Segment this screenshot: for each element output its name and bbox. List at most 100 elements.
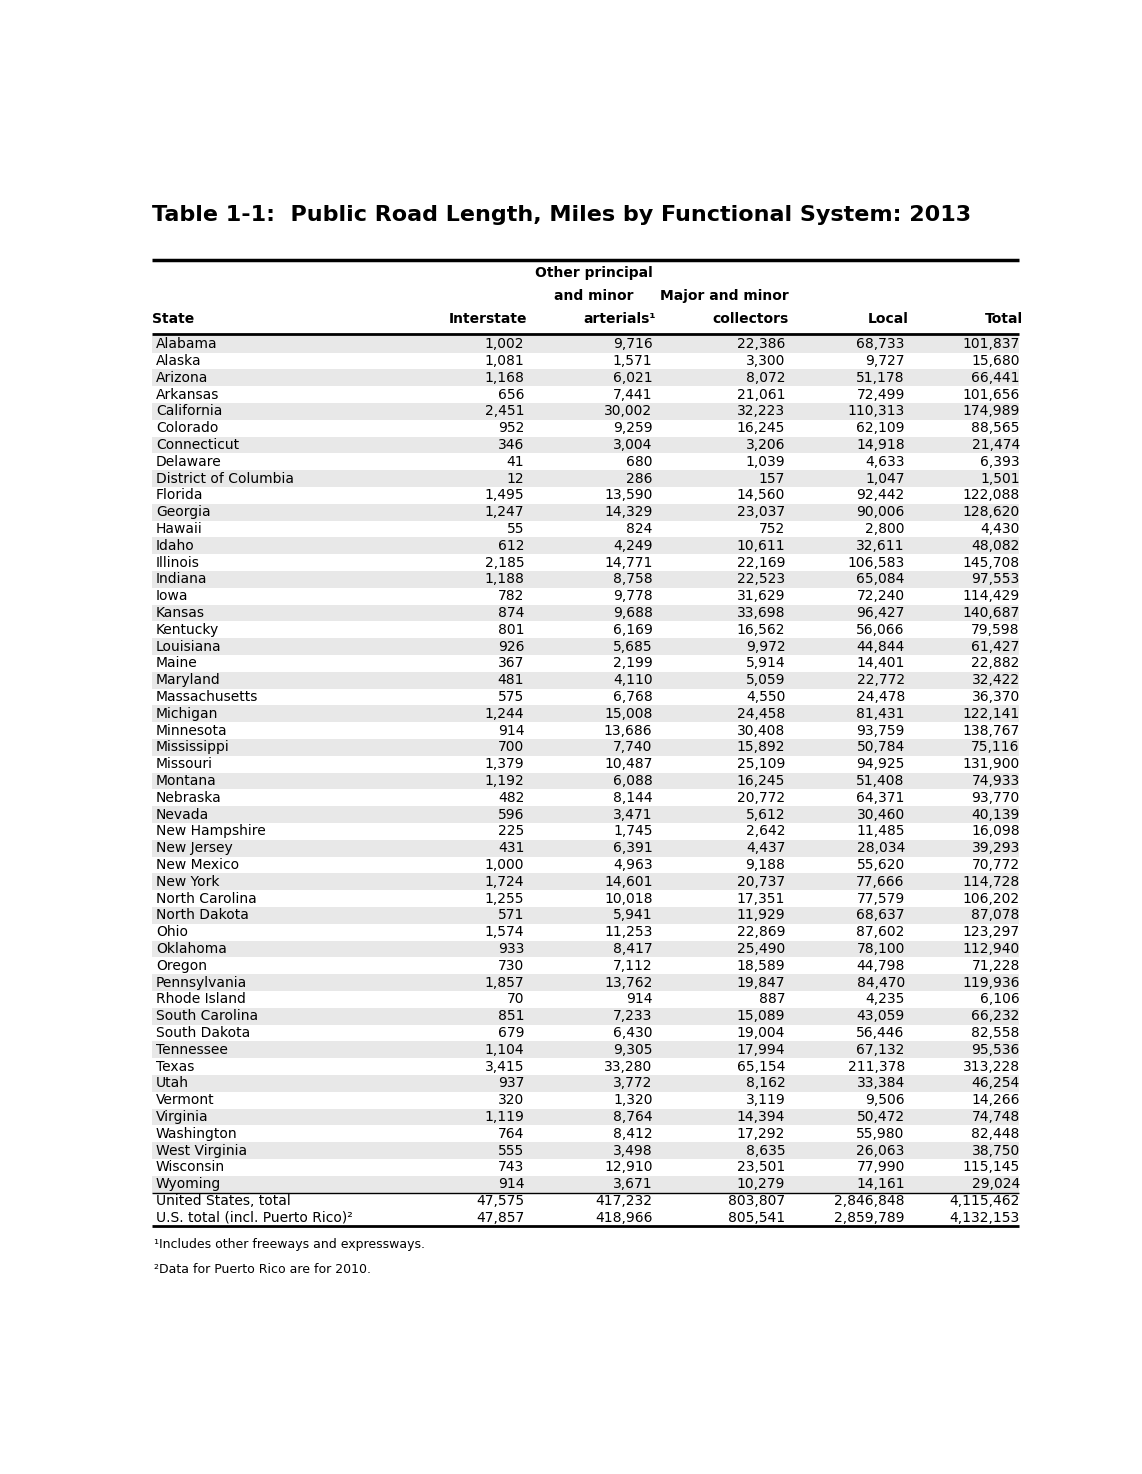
Text: ²Data for Puerto Rico are for 2010.: ²Data for Puerto Rico are for 2010. — [154, 1263, 371, 1275]
Text: 55,620: 55,620 — [856, 858, 904, 873]
Text: 77,666: 77,666 — [856, 876, 904, 889]
Text: 2,185: 2,185 — [484, 556, 524, 569]
Text: Total: Total — [986, 312, 1023, 326]
Text: 87,602: 87,602 — [856, 926, 904, 939]
Text: 17,994: 17,994 — [737, 1044, 786, 1057]
Text: District of Columbia: District of Columbia — [156, 472, 293, 485]
Text: 44,798: 44,798 — [856, 960, 904, 973]
Bar — [152, 370, 1019, 386]
Text: 33,698: 33,698 — [737, 606, 786, 621]
Bar — [152, 1210, 1019, 1226]
Text: 3,498: 3,498 — [613, 1144, 652, 1157]
Text: 32,611: 32,611 — [856, 539, 904, 553]
Bar — [152, 974, 1019, 991]
Text: 5,612: 5,612 — [746, 808, 786, 821]
Text: Rhode Island: Rhode Island — [156, 992, 246, 1007]
Text: 9,688: 9,688 — [612, 606, 652, 621]
Text: 752: 752 — [759, 522, 786, 537]
Text: 82,448: 82,448 — [972, 1126, 1020, 1141]
Text: New Hampshire: New Hampshire — [156, 824, 266, 839]
Text: New York: New York — [156, 876, 219, 889]
Text: 9,716: 9,716 — [613, 338, 652, 351]
Text: 887: 887 — [758, 992, 786, 1007]
Text: Montana: Montana — [156, 774, 217, 789]
Text: 112,940: 112,940 — [963, 942, 1020, 957]
Text: 6,393: 6,393 — [980, 455, 1020, 469]
Text: Kansas: Kansas — [156, 606, 206, 621]
Text: 6,021: 6,021 — [613, 371, 652, 385]
Bar — [152, 907, 1019, 924]
Text: 16,562: 16,562 — [737, 624, 786, 637]
Text: 93,759: 93,759 — [856, 724, 904, 737]
Bar — [152, 958, 1019, 974]
Text: 33,384: 33,384 — [856, 1076, 904, 1091]
Text: 2,800: 2,800 — [866, 522, 904, 537]
Text: Minnesota: Minnesota — [156, 724, 227, 737]
Text: 286: 286 — [626, 472, 652, 485]
Text: 25,490: 25,490 — [737, 942, 786, 957]
Bar — [152, 420, 1019, 436]
Text: 15,089: 15,089 — [737, 1010, 786, 1023]
Text: 24,478: 24,478 — [856, 690, 904, 705]
Bar — [152, 890, 1019, 907]
Text: 36,370: 36,370 — [972, 690, 1020, 705]
Text: 8,162: 8,162 — [746, 1076, 786, 1091]
Text: 4,110: 4,110 — [613, 674, 652, 687]
Text: United States, total: United States, total — [156, 1194, 291, 1209]
Bar — [152, 940, 1019, 958]
Text: 70,772: 70,772 — [972, 858, 1020, 873]
Text: U.S. total (incl. Puerto Rico)²: U.S. total (incl. Puerto Rico)² — [156, 1210, 353, 1225]
Text: Local: Local — [868, 312, 908, 326]
Bar — [152, 604, 1019, 622]
Text: 4,249: 4,249 — [613, 539, 652, 553]
Text: 66,441: 66,441 — [972, 371, 1020, 385]
Text: 110,313: 110,313 — [847, 404, 904, 419]
Text: 70: 70 — [507, 992, 524, 1007]
Text: 14,329: 14,329 — [604, 506, 652, 519]
Bar — [152, 1042, 1019, 1058]
Text: 4,235: 4,235 — [866, 992, 904, 1007]
Text: 87,078: 87,078 — [972, 908, 1020, 923]
Text: 8,635: 8,635 — [746, 1144, 786, 1157]
Text: 11,485: 11,485 — [856, 824, 904, 839]
Text: 22,386: 22,386 — [737, 338, 786, 351]
Text: 596: 596 — [498, 808, 524, 821]
Text: 1,039: 1,039 — [746, 455, 786, 469]
Text: 801: 801 — [498, 624, 524, 637]
Text: 1,081: 1,081 — [484, 354, 524, 368]
Bar — [152, 924, 1019, 940]
Text: 17,351: 17,351 — [737, 892, 786, 905]
Text: Interstate: Interstate — [449, 312, 528, 326]
Text: 44,844: 44,844 — [856, 640, 904, 653]
Text: 926: 926 — [498, 640, 524, 653]
Text: Kentucky: Kentucky — [156, 624, 219, 637]
Text: 1,104: 1,104 — [484, 1044, 524, 1057]
Text: Delaware: Delaware — [156, 455, 222, 469]
Text: 95,536: 95,536 — [972, 1044, 1020, 1057]
Text: 22,772: 22,772 — [856, 674, 904, 687]
Text: Colorado: Colorado — [156, 422, 218, 435]
Text: 933: 933 — [498, 942, 524, 957]
Text: 9,259: 9,259 — [613, 422, 652, 435]
Text: Other principal: Other principal — [536, 267, 653, 280]
Text: 805,541: 805,541 — [729, 1210, 786, 1225]
Text: 28,034: 28,034 — [856, 842, 904, 855]
Bar — [152, 874, 1019, 890]
Text: 700: 700 — [498, 740, 524, 755]
Text: Georgia: Georgia — [156, 506, 210, 519]
Text: 1,255: 1,255 — [484, 892, 524, 905]
Text: 9,188: 9,188 — [746, 858, 786, 873]
Text: 22,169: 22,169 — [737, 556, 786, 569]
Text: Alaska: Alaska — [156, 354, 202, 368]
Text: Idaho: Idaho — [156, 539, 195, 553]
Text: Indiana: Indiana — [156, 572, 208, 587]
Text: 1,495: 1,495 — [484, 488, 524, 503]
Bar — [152, 520, 1019, 538]
Text: 1,745: 1,745 — [613, 824, 652, 839]
Bar — [152, 554, 1019, 570]
Text: 65,154: 65,154 — [737, 1060, 786, 1073]
Text: 21,061: 21,061 — [737, 388, 786, 401]
Text: 1,724: 1,724 — [484, 876, 524, 889]
Text: 32,223: 32,223 — [738, 404, 786, 419]
Text: 72,499: 72,499 — [856, 388, 904, 401]
